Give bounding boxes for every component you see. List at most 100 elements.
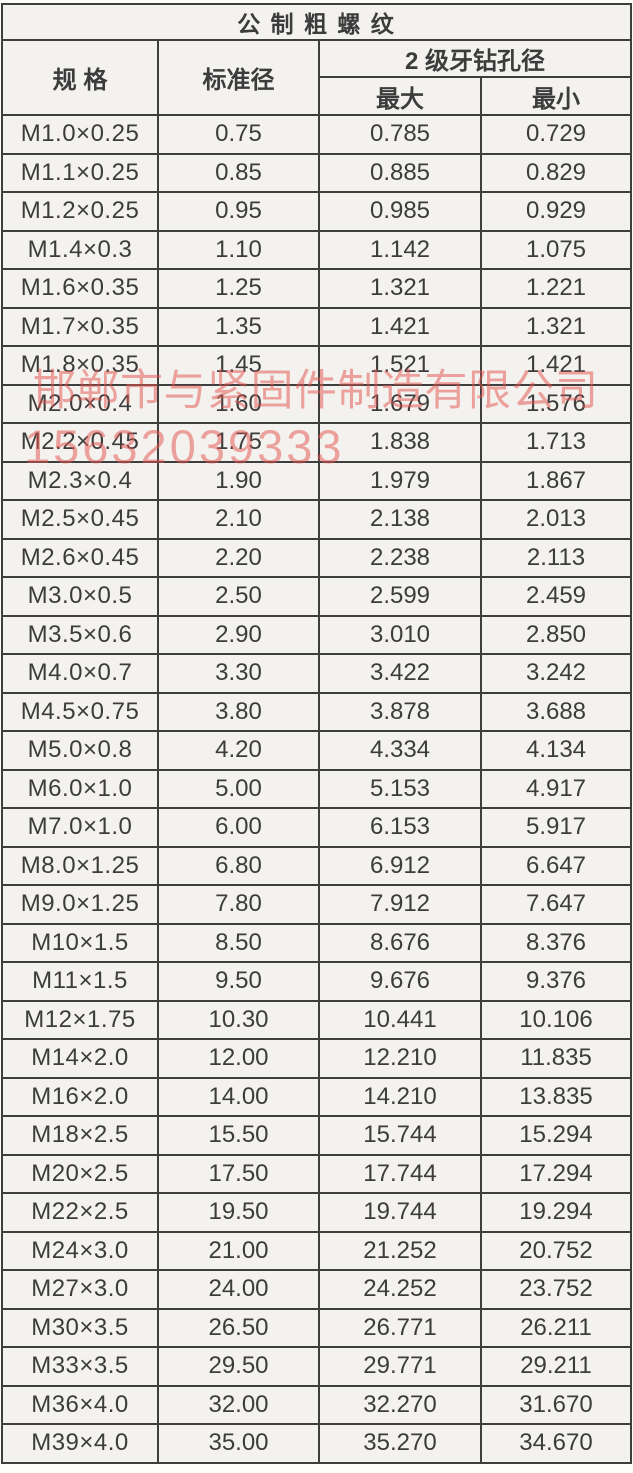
spec-cell: M24×3.0 [1, 1230, 159, 1271]
spec-cell: M1.1×0.25 [1, 152, 159, 193]
table-row: M14×2.0 12.00 12.210 11.835 [1, 1038, 632, 1079]
spec-cell: M12×1.75 [1, 999, 159, 1040]
standard-diameter-cell: 17.50 [157, 1153, 320, 1194]
table-row: M2.0×0.4 1.60 1.679 1.576 [1, 383, 632, 424]
drill-min-cell: 5.917 [480, 807, 632, 848]
drill-min-cell: 1.321 [480, 306, 632, 347]
standard-diameter-cell: 6.80 [157, 845, 320, 886]
drill-max-cell: 2.138 [318, 499, 482, 540]
col-header-min: 最小 [480, 76, 632, 116]
standard-diameter-cell: 2.20 [157, 537, 320, 578]
spec-cell: M9.0×1.25 [1, 884, 159, 925]
drill-max-cell: 6.912 [318, 845, 482, 886]
drill-min-cell: 11.835 [480, 1038, 632, 1079]
drill-max-cell: 1.679 [318, 383, 482, 424]
standard-diameter-cell: 26.50 [157, 1307, 320, 1348]
drill-min-cell: 3.242 [480, 653, 632, 694]
table-row: M9.0×1.25 7.80 7.912 7.647 [1, 884, 632, 925]
drill-min-cell: 20.752 [480, 1230, 632, 1271]
drill-max-cell: 1.979 [318, 460, 482, 501]
table-row: M4.0×0.7 3.30 3.422 3.242 [1, 653, 632, 694]
spec-cell: M27×3.0 [1, 1269, 159, 1310]
spec-cell: M5.0×0.8 [1, 730, 159, 771]
spec-cell: M2.3×0.4 [1, 460, 159, 501]
standard-diameter-cell: 0.85 [157, 152, 320, 193]
table-row: M27×3.0 24.00 24.252 23.752 [1, 1269, 632, 1310]
standard-diameter-cell: 29.50 [157, 1346, 320, 1387]
standard-diameter-cell: 1.25 [157, 268, 320, 309]
spec-cell: M4.5×0.75 [1, 691, 159, 732]
spec-cell: M11×1.5 [1, 961, 159, 1002]
col-header-standard-diameter: 标准径 [157, 39, 320, 116]
drill-min-cell: 1.576 [480, 383, 632, 424]
standard-diameter-cell: 0.75 [157, 114, 320, 155]
drill-max-cell: 2.238 [318, 537, 482, 578]
standard-diameter-cell: 2.50 [157, 576, 320, 617]
standard-diameter-cell: 0.95 [157, 191, 320, 232]
spec-cell: M20×2.5 [1, 1153, 159, 1194]
table-row: M1.2×0.25 0.95 0.985 0.929 [1, 191, 632, 232]
table-row: M2.5×0.45 2.10 2.138 2.013 [1, 499, 632, 540]
drill-min-cell: 4.134 [480, 730, 632, 771]
thread-spec-table: 公 制 粗 螺 纹 规 格 标准径 2 级牙钻孔径 最大 最小 M1.0×0.2… [1, 3, 632, 1464]
table-row: M2.3×0.4 1.90 1.979 1.867 [1, 460, 632, 501]
drill-min-cell: 0.929 [480, 191, 632, 232]
table-row: M4.5×0.75 3.80 3.878 3.688 [1, 691, 632, 732]
spec-cell: M7.0×1.0 [1, 807, 159, 848]
table-row: M11×1.5 9.50 9.676 9.376 [1, 961, 632, 1002]
drill-min-cell: 31.670 [480, 1384, 632, 1425]
table-row: M1.0×0.25 0.75 0.785 0.729 [1, 114, 632, 155]
spec-cell: M30×3.5 [1, 1307, 159, 1348]
drill-max-cell: 32.270 [318, 1384, 482, 1425]
spec-cell: M1.6×0.35 [1, 268, 159, 309]
drill-max-cell: 35.270 [318, 1423, 482, 1464]
drill-min-cell: 26.211 [480, 1307, 632, 1348]
drill-min-cell: 17.294 [480, 1153, 632, 1194]
table-row: M24×3.0 21.00 21.252 20.752 [1, 1230, 632, 1271]
drill-max-cell: 1.421 [318, 306, 482, 347]
spec-cell: M6.0×1.0 [1, 768, 159, 809]
drill-min-cell: 2.113 [480, 537, 632, 578]
table-row: M10×1.5 8.50 8.676 8.376 [1, 922, 632, 963]
drill-min-cell: 19.294 [480, 1192, 632, 1233]
spec-cell: M8.0×1.25 [1, 845, 159, 886]
drill-min-cell: 6.647 [480, 845, 632, 886]
drill-min-cell: 0.829 [480, 152, 632, 193]
drill-max-cell: 1.142 [318, 229, 482, 270]
standard-diameter-cell: 15.50 [157, 1115, 320, 1156]
table-title: 公 制 粗 螺 纹 [1, 3, 632, 41]
standard-diameter-cell: 3.80 [157, 691, 320, 732]
spec-cell: M22×2.5 [1, 1192, 159, 1233]
drill-max-cell: 0.885 [318, 152, 482, 193]
table-row: M16×2.0 14.00 14.210 13.835 [1, 1076, 632, 1117]
drill-min-cell: 3.688 [480, 691, 632, 732]
standard-diameter-cell: 7.80 [157, 884, 320, 925]
drill-max-cell: 29.771 [318, 1346, 482, 1387]
drill-min-cell: 23.752 [480, 1269, 632, 1310]
drill-min-cell: 34.670 [480, 1423, 632, 1464]
spec-cell: M1.8×0.35 [1, 345, 159, 386]
drill-min-cell: 1.867 [480, 460, 632, 501]
drill-max-cell: 3.010 [318, 614, 482, 655]
standard-diameter-cell: 6.00 [157, 807, 320, 848]
standard-diameter-cell: 1.90 [157, 460, 320, 501]
drill-max-cell: 21.252 [318, 1230, 482, 1271]
spec-cell: M1.0×0.25 [1, 114, 159, 155]
drill-min-cell: 8.376 [480, 922, 632, 963]
drill-max-cell: 3.422 [318, 653, 482, 694]
drill-min-cell: 15.294 [480, 1115, 632, 1156]
drill-max-cell: 1.838 [318, 422, 482, 463]
drill-min-cell: 0.729 [480, 114, 632, 155]
standard-diameter-cell: 1.75 [157, 422, 320, 463]
spec-cell: M33×3.5 [1, 1346, 159, 1387]
standard-diameter-cell: 8.50 [157, 922, 320, 963]
drill-min-cell: 1.421 [480, 345, 632, 386]
drill-min-cell: 1.221 [480, 268, 632, 309]
drill-max-cell: 1.321 [318, 268, 482, 309]
drill-min-cell: 7.647 [480, 884, 632, 925]
drill-max-cell: 1.521 [318, 345, 482, 386]
drill-min-cell: 2.850 [480, 614, 632, 655]
spec-cell: M4.0×0.7 [1, 653, 159, 694]
drill-max-cell: 6.153 [318, 807, 482, 848]
drill-min-cell: 1.713 [480, 422, 632, 463]
